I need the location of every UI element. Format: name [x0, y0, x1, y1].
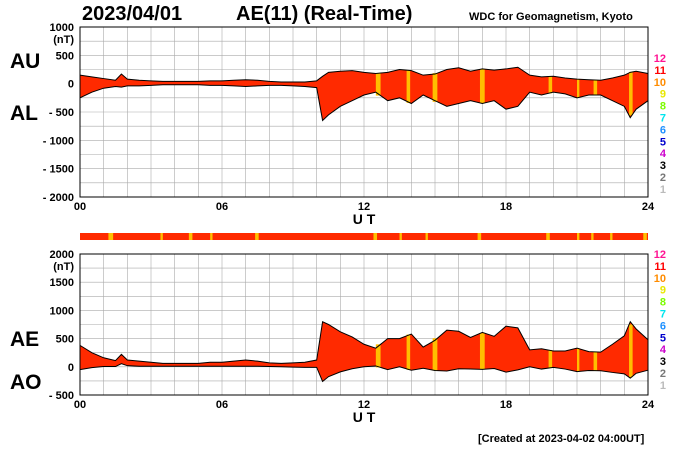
ae-label: AE — [10, 328, 40, 351]
au-al-station-scale-label: 4 — [660, 148, 667, 160]
au-al-station-scale-label: 10 — [654, 77, 666, 89]
au-al-xlabel: U T — [353, 211, 376, 227]
au-al-ytick: 1000 — [50, 22, 74, 34]
ae-ao-xtick: 06 — [216, 399, 228, 411]
ae-ao-station-band — [432, 338, 438, 371]
station-strip-band — [188, 233, 193, 240]
date-label: 2023/04/01 — [82, 3, 183, 25]
ae-ao-ytick: 0 — [68, 362, 74, 374]
au-al-station-scale-label: 6 — [660, 124, 666, 136]
au-al-xtick: 00 — [74, 201, 86, 213]
au-al-station-scale-label: 8 — [660, 101, 666, 113]
station-strip — [80, 233, 648, 240]
au-al-station-band — [375, 73, 381, 96]
ae-ao-station-scale-label: 1 — [660, 380, 666, 392]
au-al-station-band — [432, 73, 438, 102]
ae-ao-station-scale-label: 11 — [654, 261, 666, 273]
au-al-ytick: - 1500 — [43, 164, 74, 176]
au-al-ytick: 0 — [68, 79, 74, 91]
au-label: AU — [10, 50, 41, 73]
ae-ao-xtick: 18 — [500, 399, 512, 411]
station-strip-band — [546, 233, 550, 240]
ae-ao-unit: (nT) — [53, 261, 74, 273]
au-al-area — [80, 67, 648, 121]
station-strip-band — [255, 233, 259, 240]
ae-ao-station-scale-label: 4 — [660, 344, 667, 356]
au-al-station-band — [406, 70, 411, 103]
ae-ao-ytick: 1000 — [50, 305, 74, 317]
station-strip-band — [373, 233, 378, 240]
ae-ao-xlabel: U T — [353, 409, 376, 425]
au-al-station-scale-label: 9 — [660, 89, 666, 101]
ae-ao-xtick: 00 — [74, 399, 86, 411]
station-strip-band — [210, 233, 213, 240]
ae-ao-station-scale-label: 12 — [654, 249, 666, 261]
ae-ao-ytick: - 500 — [49, 390, 74, 402]
au-al-station-scale-label: 11 — [654, 65, 666, 77]
ae-ao-ytick: 2000 — [50, 249, 74, 261]
ae-ao-station-scale-label: 9 — [660, 285, 666, 297]
ae-ao-station-scale-label: 3 — [660, 356, 666, 368]
station-strip-band — [108, 233, 114, 240]
ae-ao-station-scale-label: 5 — [660, 332, 666, 344]
ae-ao-station-scale-label: 7 — [660, 309, 666, 321]
ao-label: AO — [10, 371, 42, 394]
station-strip-band — [643, 233, 647, 240]
station-strip-band — [425, 233, 428, 240]
created-timestamp: [Created at 2023-04-02 04:00UT] — [478, 433, 645, 445]
ae-ao-ytick: 500 — [56, 334, 74, 346]
ae-ao-station-scale-label: 2 — [660, 368, 666, 380]
au-al-ytick: - 500 — [49, 107, 74, 119]
au-al-station-band — [593, 79, 598, 95]
plot-title: AE(11) (Real-Time) — [236, 3, 413, 25]
au-al-ytick: 500 — [56, 50, 74, 62]
au-al-station-scale-label: 3 — [660, 160, 666, 172]
ae-ao-xtick: 24 — [642, 399, 655, 411]
au-al-ytick: - 2000 — [43, 192, 74, 204]
au-al-station-band — [479, 69, 485, 103]
ae-ao-area — [80, 321, 648, 382]
ae-ao-station-band — [375, 344, 381, 368]
ae-ao-station-scale-label: 6 — [660, 320, 666, 332]
station-strip-band — [591, 233, 594, 240]
au-al-unit: (nT) — [53, 34, 74, 46]
ae-ao-station-band — [577, 348, 580, 372]
station-strip-band — [577, 233, 580, 240]
ae-ao-station-band — [548, 350, 553, 369]
au-al-station-scale-label: 2 — [660, 172, 666, 184]
credit-label: WDC for Geomagnetism, Kyoto — [469, 11, 633, 23]
ae-ao-frame — [79, 253, 649, 396]
al-line — [79, 84, 649, 122]
au-line — [79, 66, 649, 83]
ae-ao-station-scale-label: 10 — [654, 273, 666, 285]
ae-ao-station-band — [629, 324, 633, 378]
station-strip-band — [477, 233, 482, 240]
ae-ao-xtick: 12 — [358, 399, 370, 411]
au-al-xtick: 12 — [358, 201, 370, 213]
ae-ao-ytick: 1500 — [50, 277, 74, 289]
station-strip-band — [160, 233, 163, 240]
au-al-xtick: 24 — [642, 201, 655, 213]
station-strip-band — [610, 233, 613, 240]
ae-ao-station-band — [479, 333, 485, 370]
ae-ao-station-band — [593, 351, 598, 371]
ao-line — [79, 363, 649, 383]
au-al-station-band — [629, 71, 633, 116]
au-al-frame — [79, 26, 649, 198]
au-al-xtick: 18 — [500, 201, 512, 213]
au-al-station-scale-label: 1 — [660, 184, 666, 196]
station-strip-band — [399, 233, 402, 240]
au-al-station-scale-label: 12 — [654, 53, 666, 65]
au-al-station-band — [548, 76, 553, 94]
au-al-station-scale-label: 7 — [660, 113, 666, 125]
ae-ao-station-scale-label: 8 — [660, 297, 666, 309]
au-al-xtick: 06 — [216, 201, 228, 213]
au-al-ytick: - 1000 — [43, 135, 74, 147]
ae-line — [79, 320, 649, 364]
au-al-station-band — [577, 79, 580, 98]
al-label: AL — [10, 102, 38, 125]
au-al-station-scale-label: 5 — [660, 136, 666, 148]
ae-ao-station-band — [406, 334, 411, 370]
